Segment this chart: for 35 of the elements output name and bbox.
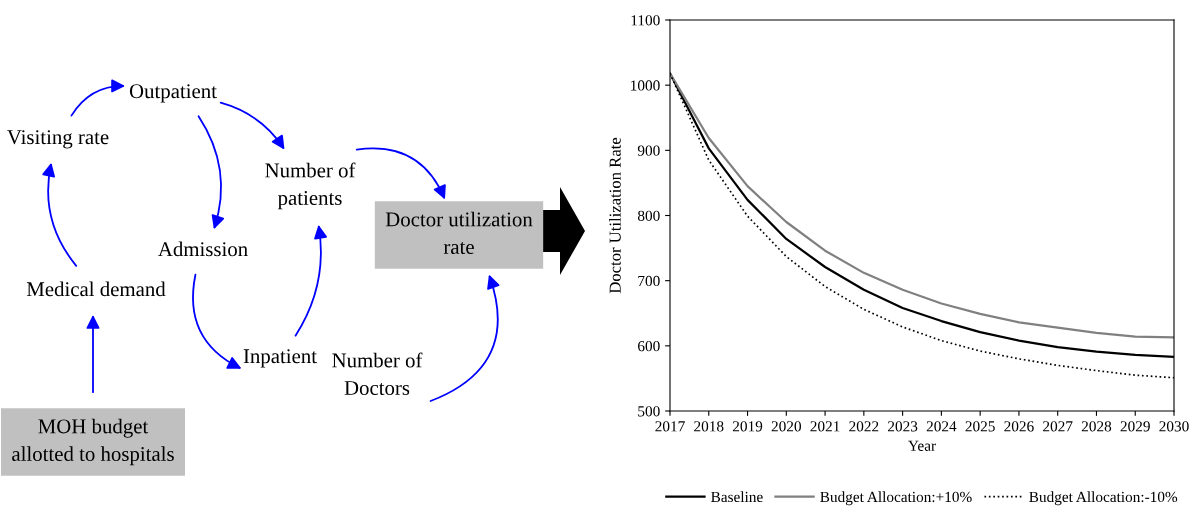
x-tick-label: 2026 xyxy=(1004,421,1034,432)
text: Inpatient xyxy=(243,349,317,368)
x-tick-label: 2020 xyxy=(771,421,801,432)
text: MOH budget allotted to hospitals xyxy=(12,418,174,466)
x-tick-label: 2017 xyxy=(655,421,685,432)
y-tick-label: 600 xyxy=(638,340,660,352)
y-tick-label: 1100 xyxy=(631,15,660,26)
x-tick-label: 2028 xyxy=(1081,421,1112,432)
x-tick-label: 2018 xyxy=(694,421,724,432)
legend-label: Budget Allocation:-10% xyxy=(1029,491,1178,506)
x-tick-label: 2021 xyxy=(810,421,840,432)
y-tick-label: 900 xyxy=(637,145,660,156)
y-tick-label: 1000 xyxy=(631,80,660,91)
legend-label: Budget Allocation:+10% xyxy=(820,491,972,506)
x-tick-label: 2025 xyxy=(965,421,995,432)
y-tick-label: 500 xyxy=(638,406,660,417)
text: Outpatient xyxy=(129,84,217,103)
y-axis-title: Doctor Utilization Rate xyxy=(609,137,621,294)
legend-label: Baseline xyxy=(711,491,763,503)
text: Visiting rate xyxy=(7,130,109,149)
text: Number of patients xyxy=(265,162,356,210)
y-tick-label: 700 xyxy=(638,275,660,287)
x-tick-label: 2023 xyxy=(888,421,918,432)
text: Medical demand xyxy=(26,281,166,297)
x-tick-label: 2019 xyxy=(732,421,763,432)
x-tick-label: 2022 xyxy=(849,421,879,432)
x-tick-label: 2027 xyxy=(1043,421,1073,432)
text: Doctor utilization rate xyxy=(385,211,533,254)
y-tick-label: 800 xyxy=(637,210,660,221)
x-axis-title: Year xyxy=(908,440,936,451)
text: Admission xyxy=(158,241,248,257)
x-tick-label: 2029 xyxy=(1120,421,1150,432)
text: Number of Doctors xyxy=(332,352,423,395)
x-tick-label: 2024 xyxy=(926,421,957,432)
x-tick-label: 2030 xyxy=(1159,421,1189,432)
